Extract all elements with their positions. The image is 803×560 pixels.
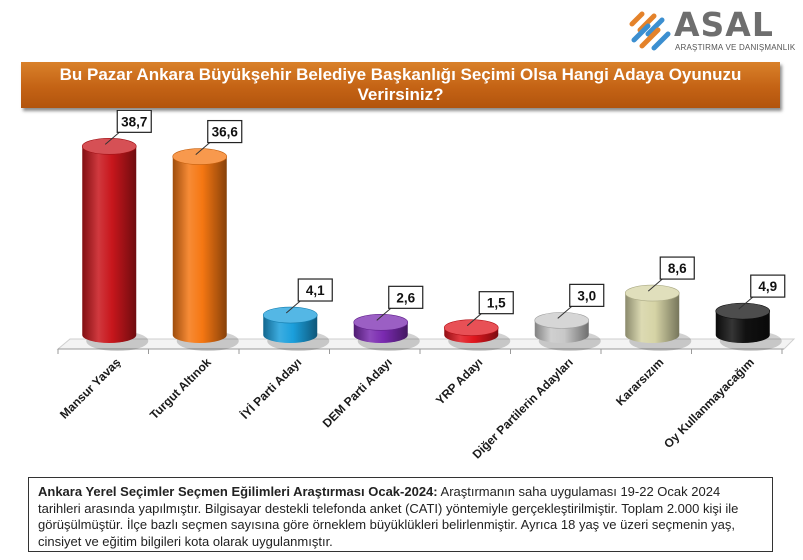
x-tick-label: İYİ Parti Adayı: [237, 355, 304, 422]
bar-top-6: [624, 284, 680, 302]
bar-top-1: [172, 148, 228, 165]
data-label: 8,6: [668, 261, 687, 276]
bar-1: [172, 156, 227, 343]
logo-name: ASAL: [674, 5, 774, 44]
data-label-leader: [738, 296, 754, 310]
data-label: 2,6: [396, 290, 415, 305]
bar-7: [715, 311, 770, 343]
footer-body: Araştırmanın saha uygulaması 19-22 Ocak …: [38, 484, 739, 549]
data-label-box: [750, 274, 786, 298]
bar-top-7: [715, 302, 771, 320]
data-label: 1,5: [487, 296, 506, 311]
data-label-leader: [376, 307, 392, 321]
x-tick-label: DEM Parti Adayı: [320, 355, 395, 430]
data-label: 4,9: [758, 279, 777, 294]
data-label-leader: [647, 278, 663, 292]
data-label-box: [388, 285, 424, 309]
x-tick-label: Diğer Partilerin Adayları: [470, 355, 576, 461]
data-label-box: [297, 278, 333, 302]
bar-0: [82, 146, 137, 343]
bar-top-2: [262, 306, 318, 324]
logo-tagline: ARAŞTIRMA VE DANIŞMANLIK: [675, 43, 796, 52]
asal-logo: ASAL ARAŞTIRMA VE DANIŞMANLIK: [628, 5, 798, 54]
x-tick-label: YRP Adayı: [433, 355, 485, 407]
data-label-box: [659, 256, 695, 280]
bar-top-5: [534, 312, 590, 329]
data-label-leader: [195, 142, 211, 155]
bar-6: [625, 293, 680, 343]
bar-top-0: [81, 138, 137, 155]
data-label: 4,1: [306, 283, 325, 298]
data-label: 36,6: [212, 125, 239, 140]
x-tick-label: Kararsızım: [613, 355, 666, 408]
data-label-leader: [557, 305, 573, 319]
asal-logo-mark-icon: [629, 11, 671, 51]
data-label-box: [478, 291, 514, 315]
x-tick-label: Turgut Altınok: [147, 355, 214, 422]
data-label-box: [207, 119, 243, 144]
bar-top-4: [443, 319, 499, 336]
data-label: 3,0: [577, 288, 596, 303]
footer-note: Ankara Yerel Seçimler Seçmen Eğilimleri …: [28, 477, 773, 552]
data-label-leader: [285, 300, 301, 314]
x-tick-label: Mansur Yavaş: [57, 355, 124, 422]
chart-title: Bu Pazar Ankara Büyükşehir Belediye Başk…: [21, 62, 780, 108]
x-tick-label: Oy Kullanmayacağım: [661, 355, 757, 451]
data-label-leader: [104, 131, 120, 145]
bar-top-3: [353, 314, 409, 331]
data-label-leader: [466, 313, 482, 327]
data-label-box: [116, 110, 152, 133]
data-label: 38,7: [121, 114, 147, 129]
footer-heading: Ankara Yerel Seçimler Seçmen Eğilimleri …: [38, 484, 438, 499]
data-label-box: [569, 283, 605, 307]
